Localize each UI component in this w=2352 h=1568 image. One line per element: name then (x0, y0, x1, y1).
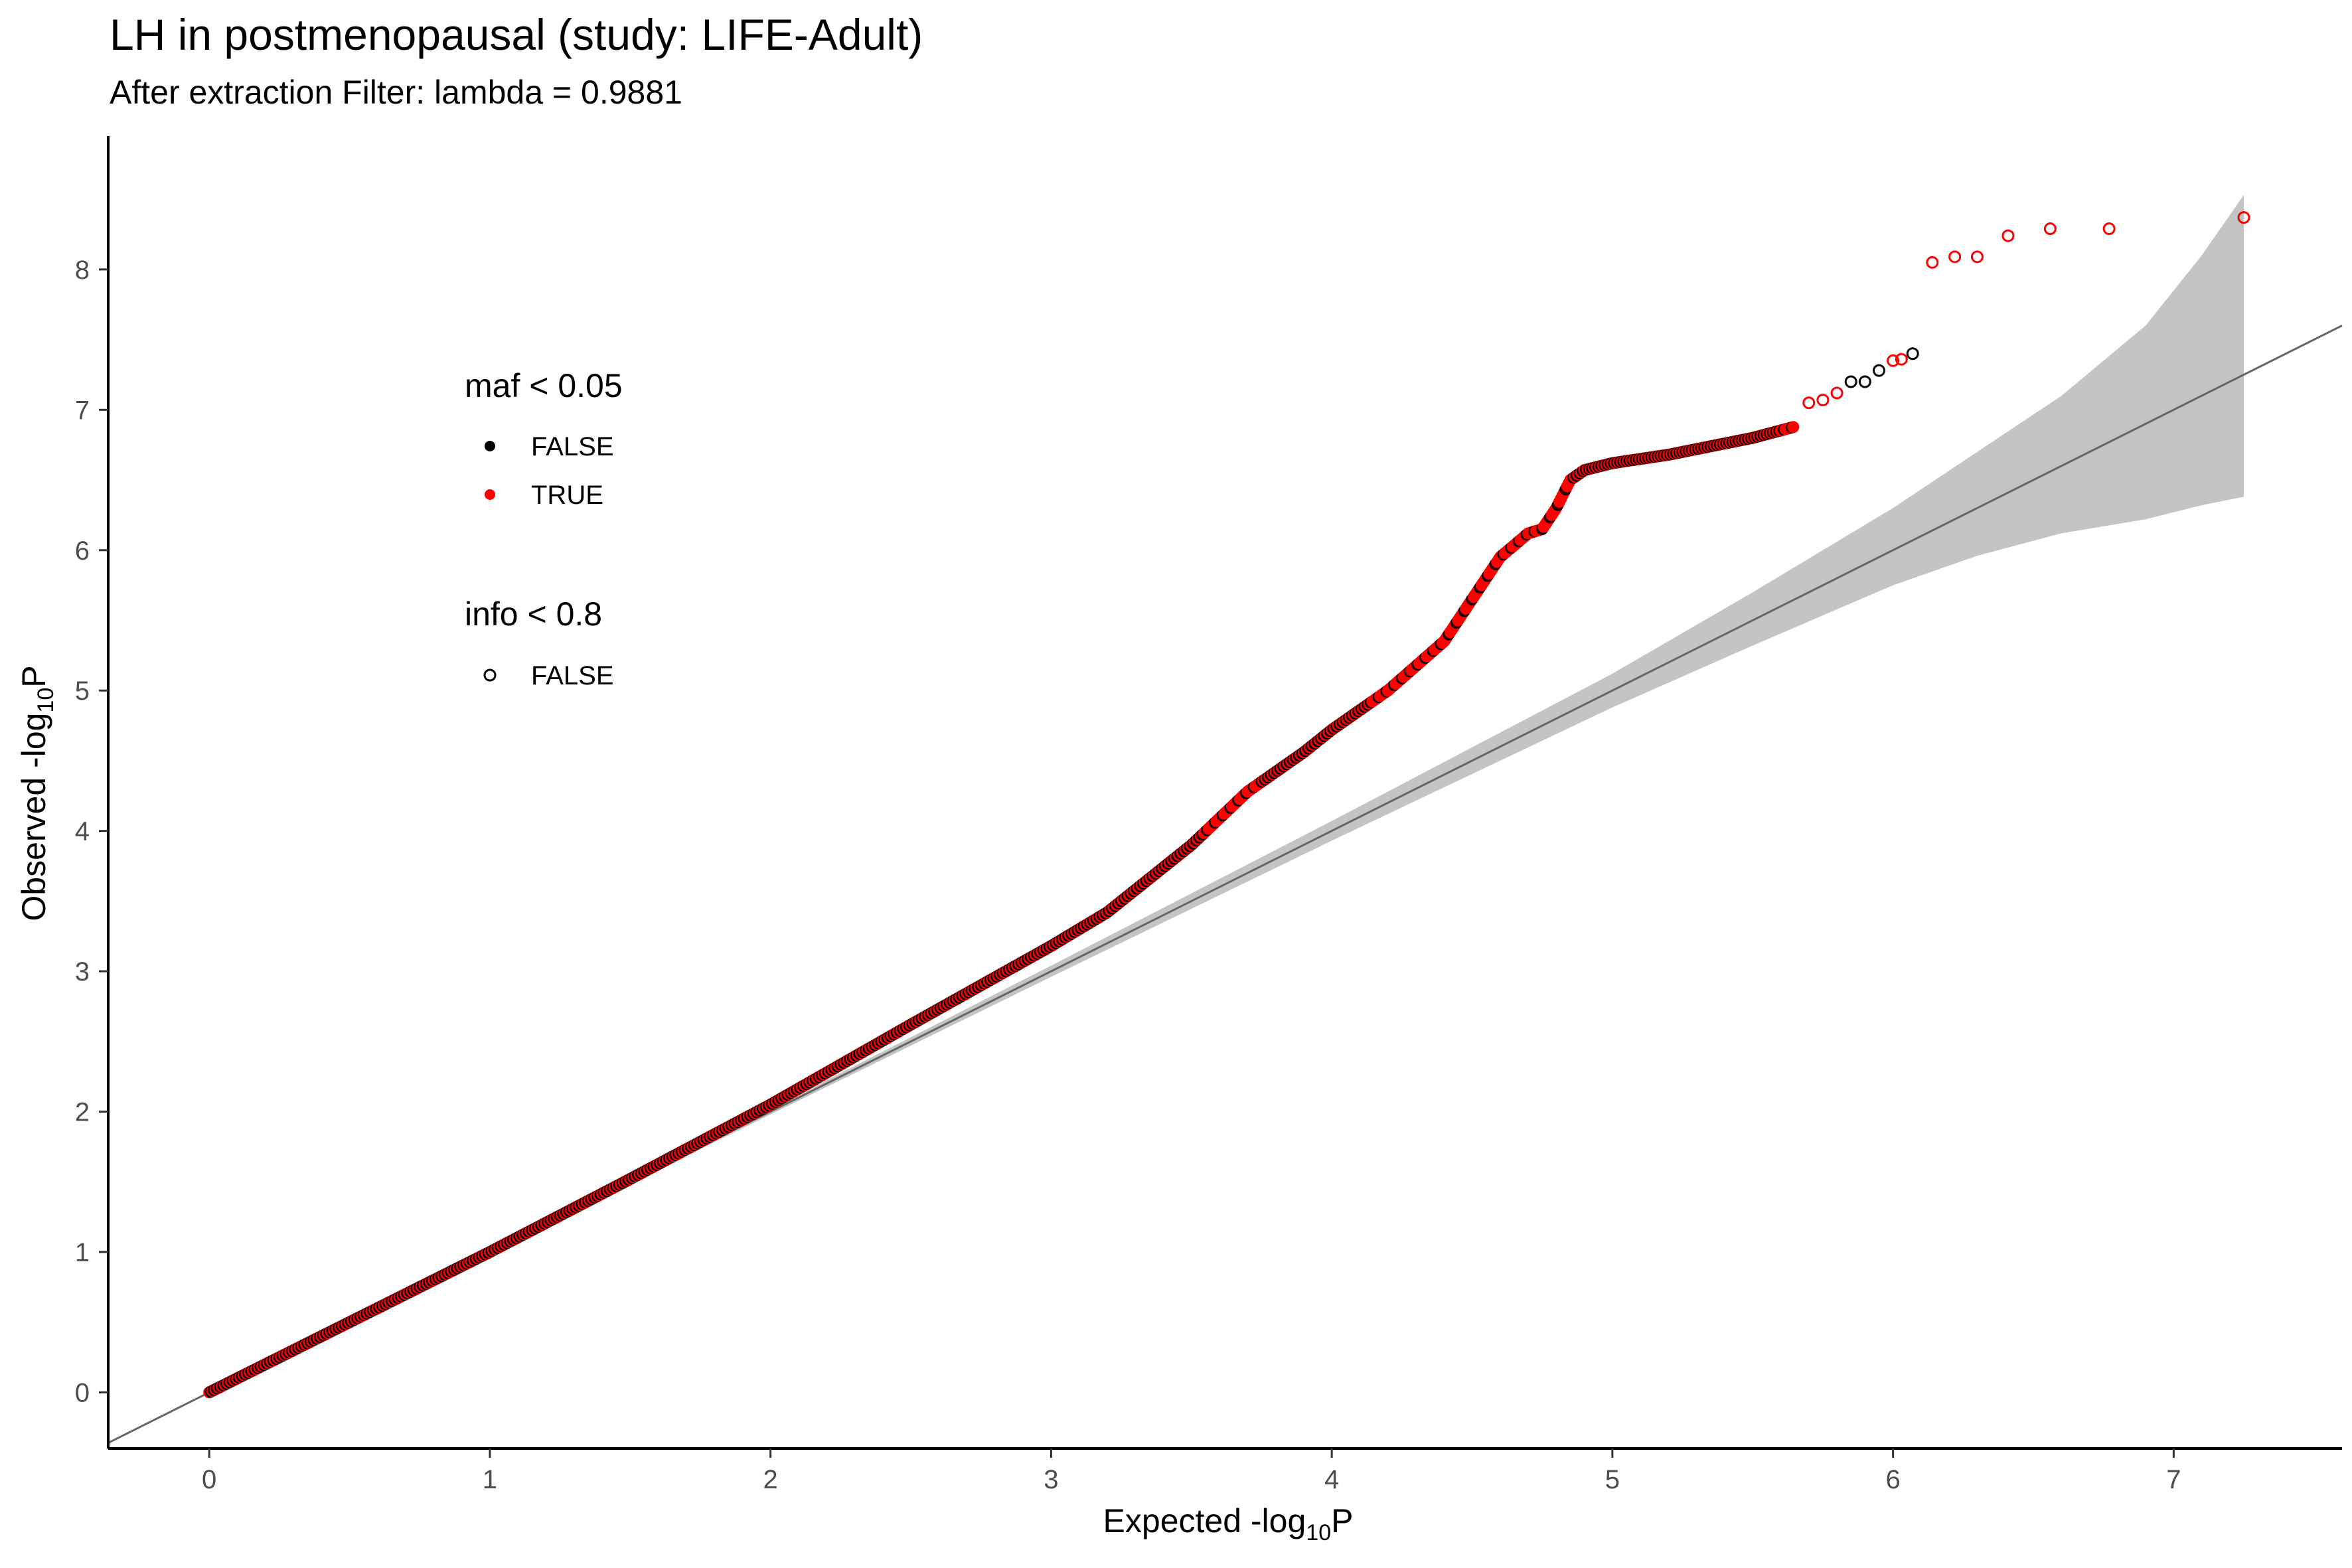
x-tick-label: 0 (202, 1465, 216, 1494)
legend-label-info-false: FALSE (531, 661, 614, 690)
outlier-point (1887, 354, 1900, 367)
legend-key-maf-false (485, 441, 495, 451)
outlier-point (1895, 353, 1908, 366)
outlier-point (1802, 396, 1816, 410)
y-axis-title: Observed -log10P (15, 665, 58, 921)
legend-label-maf-true: TRUE (531, 481, 603, 510)
legend: maf < 0.05 FALSE TRUE info < 0.8 FALSE (465, 367, 623, 690)
y-tick-label: 0 (75, 1378, 90, 1407)
axes-layer: 0 1 2 3 4 5 6 7 0 1 2 3 4 5 6 7 8 (75, 136, 2342, 1494)
legend-title-maf: maf < 0.05 (465, 367, 623, 404)
x-axis-title: Expected -log10P (1103, 1502, 1354, 1545)
x-tick-label: 1 (483, 1465, 497, 1494)
x-tick-label: 2 (763, 1465, 778, 1494)
x-tick-label: 7 (2166, 1465, 2181, 1494)
chart-title: LH in postmenopausal (study: LIFE-Adult) (110, 10, 923, 59)
x-tick-label: 5 (1605, 1465, 1620, 1494)
outlier-point (1948, 250, 1962, 264)
outlier-point (1970, 250, 1984, 264)
y-tick-label: 1 (75, 1238, 90, 1267)
outlier-point (1844, 375, 1857, 388)
y-tick-label: 8 (75, 256, 90, 285)
outlier-points-layer (1802, 211, 2250, 410)
y-tick-label: 2 (75, 1098, 90, 1127)
outlier-point (2043, 222, 2057, 236)
y-tick-label: 5 (75, 676, 90, 706)
outlier-point (2001, 229, 2015, 242)
outlier-point (2237, 211, 2250, 224)
outlier-point (1830, 386, 1843, 400)
legend-key-info-false (483, 668, 497, 682)
y-tick-label: 7 (75, 396, 90, 425)
x-tick-label: 4 (1324, 1465, 1339, 1494)
y-tick-label: 3 (75, 957, 90, 986)
outlier-point (1906, 347, 1919, 360)
outlier-point (1816, 394, 1830, 407)
observed-points-layer (203, 421, 1800, 1399)
y-tick-label: 4 (75, 817, 90, 846)
x-tick-label: 3 (1044, 1465, 1058, 1494)
outlier-point (1872, 364, 1885, 377)
legend-title-info: info < 0.8 (465, 595, 602, 633)
observed-point (1787, 421, 1800, 433)
outlier-point (1926, 256, 1939, 269)
chart-subtitle: After extraction Filter: lambda = 0.9881 (110, 74, 682, 111)
x-tick-label: 6 (1885, 1465, 1900, 1494)
legend-key-maf-true (485, 489, 495, 500)
y-tick-label: 6 (75, 536, 90, 566)
outlier-point (2102, 222, 2116, 236)
legend-label-maf-false: FALSE (531, 432, 614, 461)
outlier-point (1858, 375, 1871, 388)
